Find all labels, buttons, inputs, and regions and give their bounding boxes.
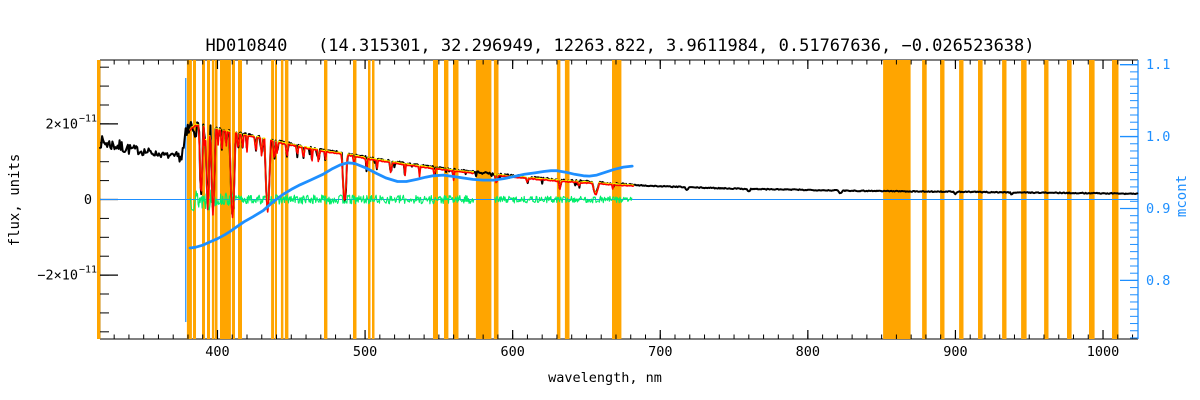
x-axis-label: wavelength, nm (548, 370, 662, 386)
plot-title: HD010840 (14.315301, 32.296949, 12263.82… (205, 36, 1034, 56)
x-tick-label: 800 (796, 344, 820, 360)
flux-tick-exponent: −11 (79, 265, 97, 276)
flux-tick-exponent: −11 (79, 113, 97, 124)
x-tick-label: 400 (205, 344, 229, 360)
mcont-axis-label: mcont (1174, 175, 1190, 217)
x-tick-label: 900 (943, 344, 967, 360)
axis-ticks-layer (100, 60, 1138, 339)
data-series-layer (99, 121, 1139, 250)
flux-tick-label: −2×10 (37, 268, 78, 284)
mcont-tick-label: 0.9 (1146, 201, 1170, 217)
telluric-band (97, 60, 101, 339)
x-tick-label: 600 (501, 344, 525, 360)
mcont-tick-label: 1.1 (1146, 57, 1170, 73)
flux-tick-label: 2×10 (45, 116, 78, 132)
mcont-tick-label: 1.0 (1146, 129, 1170, 145)
residual-series (189, 189, 633, 212)
model-fit-red-series (189, 124, 635, 219)
x-tick-label: 700 (648, 344, 672, 360)
mcont-tick-label: 0.8 (1146, 273, 1170, 289)
x-tick-label: 1000 (1087, 344, 1120, 360)
x-tick-label: 500 (353, 344, 377, 360)
flux-axis-label: flux, units (7, 154, 23, 247)
mcont-curve-series (188, 161, 634, 250)
flux-tick-label: 0 (84, 192, 92, 208)
